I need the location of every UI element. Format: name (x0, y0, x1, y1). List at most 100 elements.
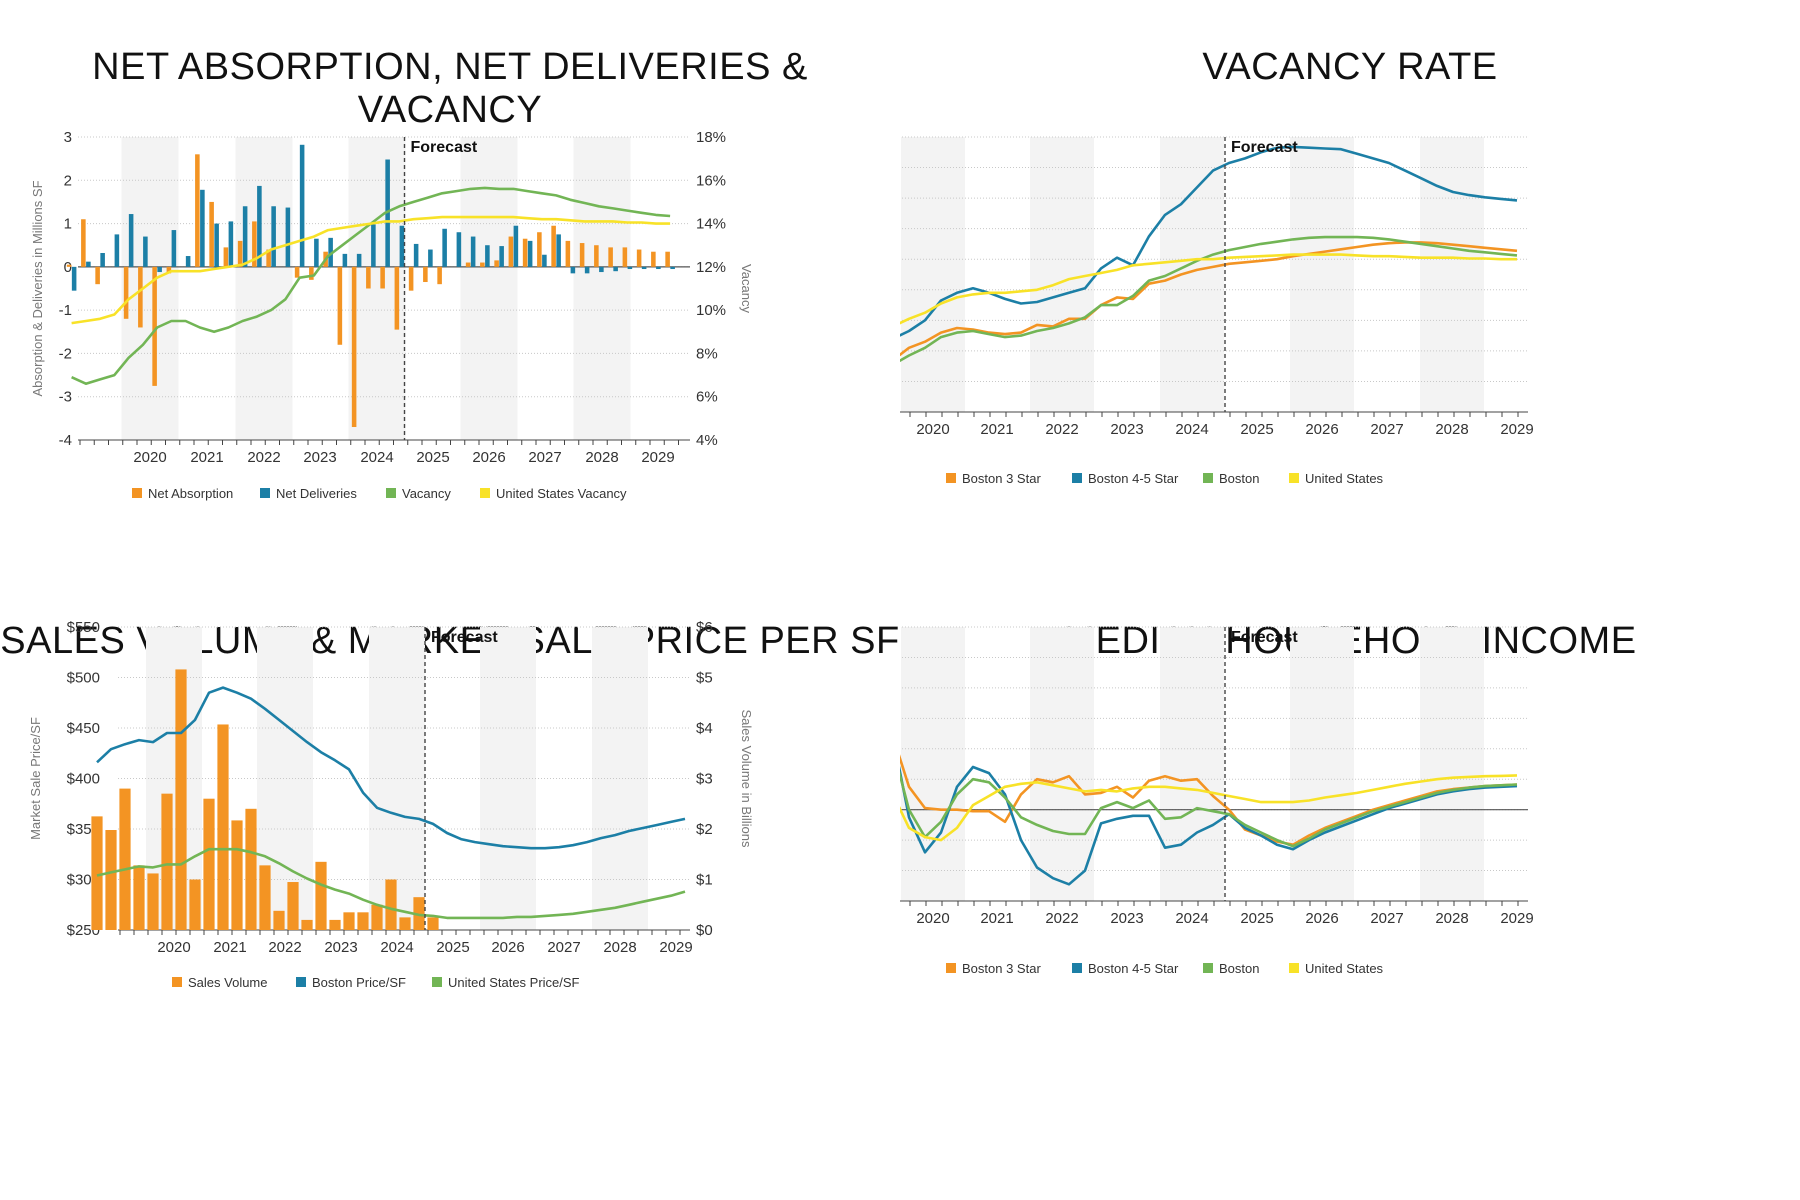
y2-tick-label: 16% (696, 172, 726, 189)
x-tick-label: 2022 (1045, 421, 1078, 438)
y2-tick-label: 4% (696, 432, 718, 449)
x-tick-label: 2028 (585, 449, 618, 466)
forecast-label: Forecast (1231, 629, 1298, 646)
sales-volume-bar (399, 917, 411, 930)
x-tick-label: 2022 (247, 449, 280, 466)
sales-volume-bar (427, 917, 439, 930)
net-deliveries-bar (157, 266, 162, 273)
legend-label: United States Vacancy (496, 486, 627, 501)
year-band (1290, 627, 1354, 901)
y2-tick-label: $5 (696, 670, 713, 687)
legend-swatch (260, 488, 270, 498)
net-deliveries-bar (71, 266, 77, 291)
y-tick-label: $550 (67, 619, 100, 636)
y2-tick-label: 12% (696, 259, 726, 276)
x-tick-label: 2024 (1175, 421, 1208, 438)
net-deliveries-bar (542, 254, 547, 267)
y-tick-label: 0 (64, 259, 72, 276)
net-deliveries-bar (556, 234, 561, 267)
net-absorption-bar (366, 266, 371, 289)
year-band (1290, 137, 1354, 412)
net-absorption-bar (223, 247, 229, 267)
net-deliveries-bar (428, 249, 433, 267)
legend-swatch (1203, 473, 1213, 483)
y-tick-label: -1 (59, 302, 72, 319)
y-tick-label: -2 (59, 345, 72, 362)
legend-label: Boston 4-5 Star (1088, 471, 1179, 486)
net-deliveries-bar (314, 238, 319, 267)
y-tick-label: 2 (64, 172, 72, 189)
net-deliveries-bar (670, 266, 675, 270)
x-tick-label: 2020 (916, 421, 949, 438)
net-deliveries-bar (485, 245, 490, 267)
sales-volume-bar (245, 808, 257, 930)
net-deliveries-bar (413, 243, 419, 267)
net-absorption-bar (594, 245, 599, 267)
y-tick-label: -3 (59, 389, 72, 406)
sales-chart: $550$500$450$400$350$300$250$6$5$4$3$2$1… (28, 619, 754, 990)
net-deliveries-bar (385, 159, 390, 267)
legend-swatch (1072, 963, 1082, 973)
sales-volume-bar (357, 912, 369, 930)
net-absorption-bar (622, 247, 628, 267)
legend-label: Net Absorption (148, 486, 233, 501)
sales-volume-bar (315, 861, 327, 930)
net-deliveries-bar (257, 185, 262, 267)
y2-tick-label: 14% (696, 216, 726, 233)
sales-volume-bar (161, 793, 173, 930)
net-deliveries-bar (371, 224, 376, 267)
x-tick-label: 2027 (1370, 910, 1403, 927)
x-tick-label: 2020 (916, 910, 949, 927)
legend-swatch (946, 473, 956, 483)
y2-tick-label: $6 (696, 619, 713, 636)
y2-tick-label: 8% (696, 345, 718, 362)
net-absorption-bar (522, 238, 528, 267)
legend-swatch (1203, 963, 1213, 973)
net-absorption-bar (579, 243, 585, 267)
y-tick-label: -4 (59, 432, 72, 449)
boston-4-5-star-line (900, 145, 1518, 337)
net-deliveries-bar (627, 266, 633, 270)
x-tick-label: 2023 (1110, 910, 1143, 927)
net-absorption-bar (81, 219, 86, 267)
legend-label: Sales Volume (188, 975, 268, 990)
y2-tick-label: $3 (696, 771, 713, 788)
income-chart: 12%10%8%6%4%2%0%-2%-4%-6%202020212022202… (900, 626, 1534, 976)
year-band (121, 137, 179, 440)
forecast-label: Forecast (1231, 139, 1298, 156)
net-deliveries-bar (584, 266, 590, 274)
net-deliveries-bar (342, 253, 348, 267)
legend-swatch (1072, 473, 1082, 483)
year-band (901, 137, 965, 412)
sales-volume-bar (231, 820, 243, 930)
net-absorption-bar (266, 249, 271, 267)
net-absorption-bar (380, 266, 385, 289)
net-deliveries-bar (228, 221, 234, 267)
sales-volume-bar (259, 865, 271, 930)
net-deliveries-bar (214, 223, 219, 267)
y-axis-title: Absorption & Deliveries in Millions SF (30, 180, 45, 396)
x-tick-label: 2025 (416, 449, 449, 466)
boston-line (900, 235, 1518, 363)
legend-label: United States (1305, 961, 1384, 976)
x-tick-label: 2023 (303, 449, 336, 466)
x-tick-label: 2024 (380, 939, 413, 956)
legend-label: Net Deliveries (276, 486, 357, 501)
net-absorption-bar (537, 232, 542, 267)
forecast-label: Forecast (411, 139, 478, 156)
year-band (1420, 137, 1484, 412)
legend-label: Boston (1219, 961, 1259, 976)
legend-label: Boston 3 Star (962, 471, 1041, 486)
x-tick-label: 2029 (659, 939, 692, 956)
net-deliveries-bar (527, 240, 533, 267)
net-absorption-bar (465, 262, 471, 267)
net-deliveries-bar (656, 266, 661, 270)
forecast-label: Forecast (431, 629, 498, 646)
net-absorption-bar (565, 240, 571, 267)
united-states-line (900, 253, 1517, 325)
net-absorption-bar (237, 240, 243, 267)
net-absorption-bar (123, 266, 129, 319)
net-absorption-bar (337, 266, 343, 345)
y-tick-label: 1 (64, 216, 72, 233)
boston-price-sf-line (96, 686, 686, 850)
